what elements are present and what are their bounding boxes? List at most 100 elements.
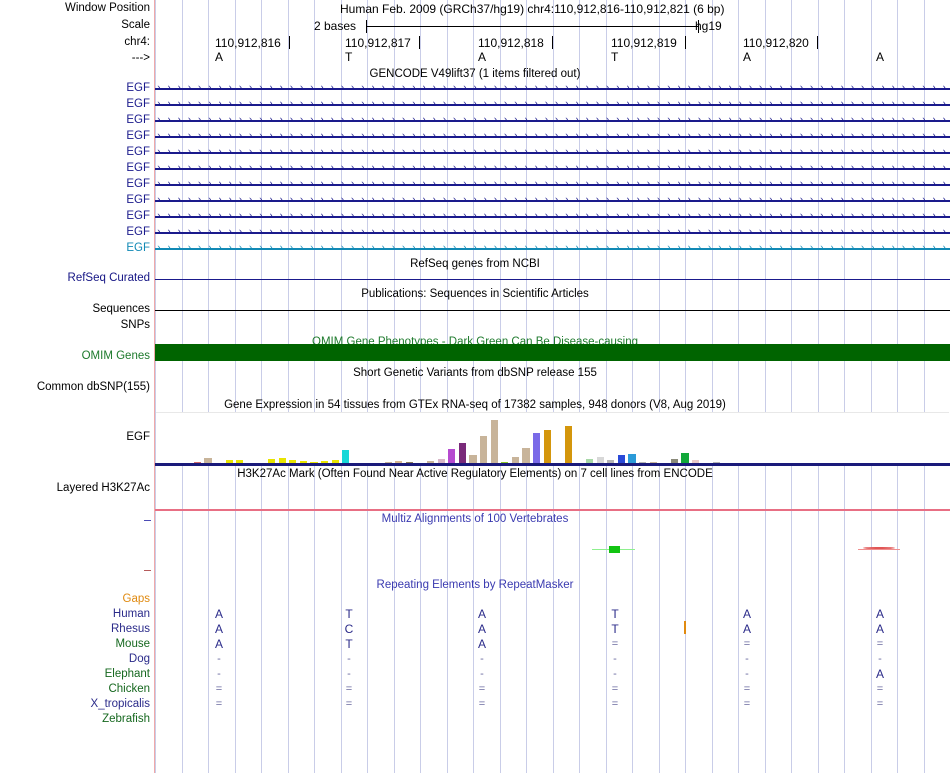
strand-arrow-icon: › bbox=[942, 115, 946, 125]
gtex-tissue-bar[interactable] bbox=[469, 455, 477, 465]
strand-arrow-icon: › bbox=[769, 115, 773, 125]
sequences-label[interactable]: Sequences bbox=[92, 303, 150, 315]
gtex-tissue-bar[interactable] bbox=[490, 419, 498, 465]
multiz-species-label[interactable]: Human bbox=[112, 608, 150, 620]
strand-arrow-icon: › bbox=[881, 99, 885, 109]
strand-arrow-icon: › bbox=[238, 83, 243, 93]
gtex-tissue-bar[interactable] bbox=[225, 460, 233, 465]
gtex-tissue-bar[interactable] bbox=[522, 448, 530, 465]
refseq-curated-label[interactable]: RefSeq Curated bbox=[67, 272, 150, 284]
gencode-row-label[interactable]: EGF bbox=[126, 242, 150, 254]
gencode-row-label[interactable]: EGF bbox=[126, 178, 150, 190]
strand-arrow-icon: › bbox=[595, 115, 600, 125]
gencode-row-label[interactable]: EGF bbox=[126, 162, 150, 174]
gencode-transcript-row[interactable]: › › › › › › › › › › › › › › › › › › › › › › › › › › › › › › › › › › › › › › › ›… bbox=[155, 148, 950, 157]
strand-arrow-icon: › bbox=[259, 227, 263, 237]
gencode-transcript-row[interactable]: › › › › › › › › › › › › › › › › › › › › › › › › › › › › › › › › › › › › › › › ›… bbox=[155, 84, 950, 93]
strand-arrow-icon: › bbox=[809, 131, 814, 141]
gtex-tissue-bar[interactable] bbox=[204, 458, 212, 465]
gencode-transcript-row[interactable]: › › › › › › › › › › › › › › › › › › › › › › › › › › › › › › › › › › › › › › › ›… bbox=[155, 228, 950, 237]
strand-arrow-icon: › bbox=[789, 131, 793, 141]
gencode-row-label[interactable]: EGF bbox=[126, 82, 150, 94]
multiz-species-label[interactable]: Mouse bbox=[115, 638, 150, 650]
multiz-species-label[interactable]: Elephant bbox=[104, 668, 150, 680]
multiz-species-label[interactable]: Zebrafish bbox=[102, 713, 150, 725]
strand-arrow-icon: › bbox=[616, 147, 620, 157]
gencode-row-label[interactable]: EGF bbox=[126, 146, 150, 158]
gencode-row-label[interactable]: EGF bbox=[126, 130, 150, 142]
gtex-tissue-bar[interactable] bbox=[670, 459, 678, 465]
strand-arrow-icon: › bbox=[238, 243, 243, 253]
strand-arrow-icon: › bbox=[820, 179, 824, 189]
gtex-tissue-bar[interactable] bbox=[533, 432, 541, 465]
gtex-expression-chart[interactable] bbox=[156, 412, 949, 465]
strand-arrow-icon: › bbox=[646, 227, 651, 237]
strand-arrow-icon: › bbox=[575, 115, 579, 125]
gaps-label[interactable]: Gaps bbox=[122, 593, 151, 605]
gtex-tissue-bar[interactable] bbox=[448, 449, 456, 465]
multiz-species-label[interactable]: X_tropicalis bbox=[90, 698, 150, 710]
strand-arrow-icon: › bbox=[891, 83, 895, 93]
gtex-tissue-bar[interactable] bbox=[617, 455, 625, 465]
gtex-gene-label[interactable]: EGF bbox=[126, 431, 150, 443]
gencode-row-label[interactable]: EGF bbox=[126, 98, 150, 110]
gencode-transcript-row[interactable]: › › › › › › › › › › › › › › › › › › › › › › › › › › › › › › › › › › › › › › › ›… bbox=[155, 196, 950, 205]
gencode-transcript-row[interactable]: › › › › › › › › › › › › › › › › › › › › › › › › › › › › › › › › › › › › › › › ›… bbox=[155, 212, 950, 221]
gtex-tissue-bar[interactable] bbox=[458, 443, 466, 465]
gtex-tissue-bar[interactable] bbox=[628, 454, 636, 465]
gtex-tissue-bar[interactable] bbox=[268, 459, 276, 465]
strand-arrow-icon: › bbox=[442, 83, 447, 93]
multiz-species-label[interactable]: Dog bbox=[128, 653, 150, 665]
omim-gene-bar[interactable] bbox=[155, 344, 950, 361]
strand-arrow-icon: › bbox=[483, 179, 487, 189]
gencode-row-label[interactable]: EGF bbox=[126, 194, 150, 206]
strand-arrow-icon: › bbox=[381, 99, 385, 109]
gtex-tissue-bar[interactable] bbox=[564, 425, 572, 465]
gtex-tissue-bar[interactable] bbox=[480, 435, 488, 465]
gencode-transcript-row[interactable]: › › › › › › › › › › › › › › › › › › › › › › › › › › › › › › › › › › › › › › › ›… bbox=[155, 164, 950, 173]
strand-arrow-icon: › bbox=[442, 99, 447, 109]
omim-genes-label[interactable]: OMIM Genes bbox=[81, 350, 150, 362]
gencode-row-label[interactable]: EGF bbox=[126, 226, 150, 238]
strand-arrow-icon: › bbox=[789, 211, 793, 221]
gtex-tissue-bar[interactable] bbox=[289, 460, 297, 465]
strand-arrow-icon: › bbox=[656, 131, 661, 141]
gencode-transcript-row[interactable]: › › › › › › › › › › › › › › › › › › › › › › › › › › › › › › › › › › › › › › › ›… bbox=[155, 132, 950, 141]
gtex-tissue-bar[interactable] bbox=[236, 460, 244, 465]
gtex-tissue-bar[interactable] bbox=[342, 450, 350, 465]
strand-arrow-icon: › bbox=[442, 195, 447, 205]
gencode-transcript-row[interactable]: › › › › › › › › › › › › › › › › › › › › › › › › › › › › › › › › › › › › › › › ›… bbox=[155, 180, 950, 189]
gtex-tissue-bar[interactable] bbox=[681, 453, 689, 465]
common-dbsnp-label[interactable]: Common dbSNP(155) bbox=[36, 381, 150, 393]
gtex-tissue-bar[interactable] bbox=[278, 458, 286, 465]
gtex-tissue-bar[interactable] bbox=[543, 429, 551, 465]
gencode-transcript-row[interactable]: › › › › › › › › › › › › › › › › › › › › › › › › › › › › › › › › › › › › › › › ›… bbox=[155, 116, 950, 125]
gencode-transcript-row[interactable]: › › › › › › › › › › › › › › › › › › › › › › › › › › › › › › › › › › › › › › › ›… bbox=[155, 100, 950, 109]
strand-arrow-icon: › bbox=[534, 83, 538, 93]
strand-arrow-icon: › bbox=[677, 83, 681, 93]
strand-arrow-icon: › bbox=[789, 163, 793, 173]
strand-arrow-icon: › bbox=[850, 195, 855, 205]
multiz-species-label[interactable]: Rhesus bbox=[111, 623, 150, 635]
gtex-tissue-bar[interactable] bbox=[437, 459, 445, 465]
multiz-species-label[interactable]: Chicken bbox=[108, 683, 150, 695]
strand-arrow-icon: › bbox=[330, 195, 334, 205]
gtex-tissue-bar[interactable] bbox=[692, 460, 700, 465]
gencode-transcript-row[interactable]: › › › › › › › › › › › › › › › › › › › › › › › › › › › › › › › › › › › › › › › ›… bbox=[155, 244, 950, 253]
strand-arrow-icon: › bbox=[728, 99, 732, 109]
snps-label[interactable]: SNPs bbox=[120, 319, 150, 331]
strand-arrow-icon: › bbox=[697, 99, 702, 109]
gtex-tissue-bar[interactable] bbox=[607, 460, 615, 465]
gtex-tissue-bar[interactable] bbox=[596, 457, 604, 465]
gtex-tissue-bar[interactable] bbox=[511, 457, 519, 465]
gtex-tissue-bar[interactable] bbox=[586, 459, 594, 465]
layered-h3k27ac-label[interactable]: Layered H3K27Ac bbox=[56, 482, 150, 494]
strand-arrow-icon: › bbox=[483, 163, 487, 173]
gencode-row-label[interactable]: EGF bbox=[126, 114, 150, 126]
gencode-row-label[interactable]: EGF bbox=[126, 210, 150, 222]
strand-arrow-icon: › bbox=[401, 227, 406, 237]
strand-arrow-icon: › bbox=[463, 211, 467, 221]
gtex-tissue-bar[interactable] bbox=[331, 460, 339, 465]
strand-arrow-icon: › bbox=[167, 211, 171, 221]
